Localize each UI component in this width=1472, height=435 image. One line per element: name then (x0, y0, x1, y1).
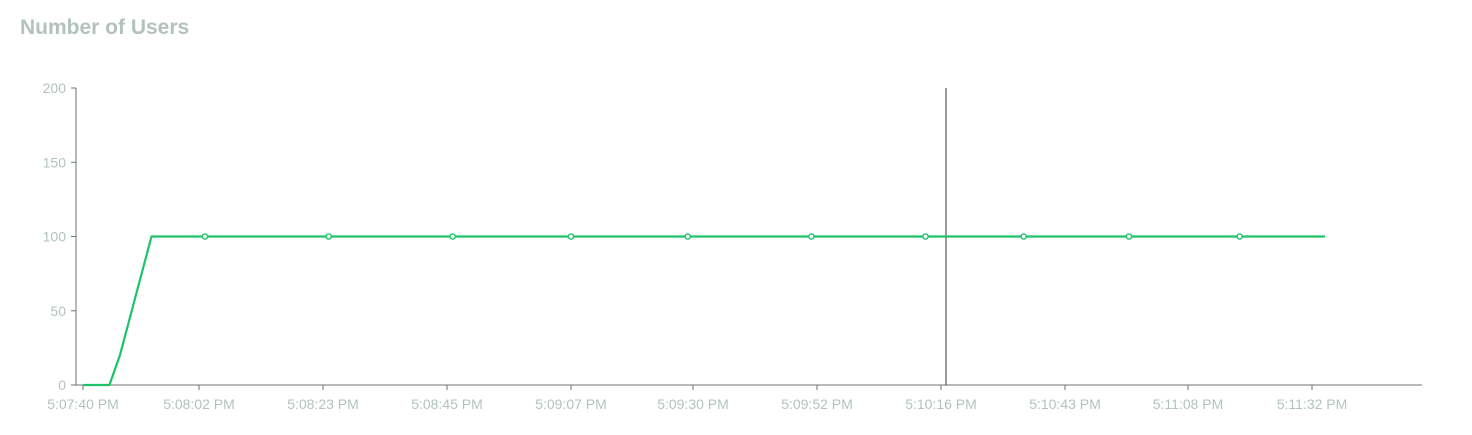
y-tick-label: 200 (43, 80, 67, 96)
x-tick-label: 5:08:02 PM (163, 396, 235, 412)
x-tick-label: 5:09:52 PM (781, 396, 853, 412)
data-point[interactable] (1125, 233, 1133, 240)
y-tick-label: 50 (50, 303, 66, 319)
data-point[interactable] (449, 233, 456, 240)
x-tick-label: 5:07:40 PM (47, 396, 119, 412)
x-tick-label: 5:10:16 PM (905, 396, 977, 412)
x-tick-label: 5:11:32 PM (1277, 396, 1348, 412)
data-point[interactable] (1020, 233, 1027, 240)
y-axis: 0 50 100 150 200 (43, 80, 77, 393)
series-group (83, 233, 1325, 387)
x-tick-label: 5:11:08 PM (1153, 396, 1224, 412)
data-point[interactable] (922, 233, 929, 240)
data-point[interactable] (201, 233, 209, 240)
data-point[interactable] (1236, 233, 1243, 240)
data-point[interactable] (808, 233, 815, 240)
x-tick-label: 5:08:23 PM (287, 396, 359, 412)
series-line (83, 235, 1325, 387)
data-point[interactable] (567, 233, 575, 240)
y-tick-label: 0 (58, 377, 66, 393)
x-tick-label: 5:10:43 PM (1029, 396, 1101, 412)
data-point[interactable] (325, 233, 332, 240)
x-axis: 5:07:40 PM 5:08:02 PM 5:08:23 PM 5:08:45 PM… (47, 384, 1422, 412)
y-tick-label: 150 (43, 154, 67, 170)
x-tick-label: 5:09:07 PM (535, 396, 607, 412)
x-tick-label: 5:09:30 PM (657, 396, 729, 412)
chart-title: Number of Users (20, 16, 190, 39)
x-tick-label: 5:08:45 PM (411, 396, 483, 412)
data-point[interactable] (684, 233, 691, 240)
y-tick-label: 100 (43, 229, 67, 245)
